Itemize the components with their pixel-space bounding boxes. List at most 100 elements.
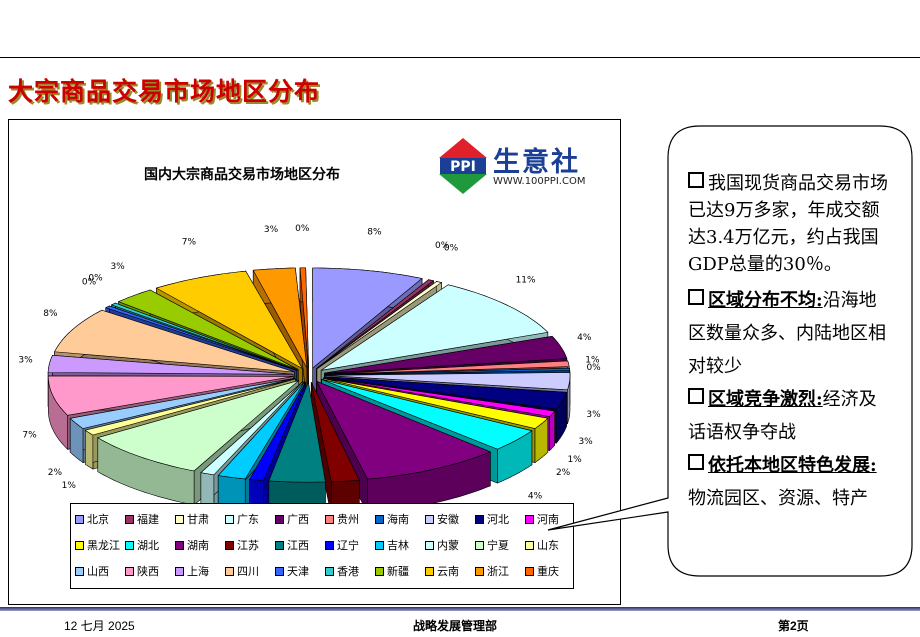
- pie-data-label: 1%: [62, 481, 77, 491]
- pie-data-label: 0%: [295, 224, 310, 234]
- legend-label: 河南: [537, 513, 559, 526]
- pie-data-label: 0%: [444, 243, 459, 253]
- top-divider: [0, 57, 920, 58]
- legend-item: 福建: [121, 506, 171, 532]
- legend-item: 新疆: [371, 558, 421, 584]
- legend-item: 宁夏: [471, 532, 521, 558]
- legend-item: 河南: [521, 506, 571, 532]
- legend-swatch: [475, 566, 484, 576]
- legend-swatch: [125, 514, 134, 524]
- legend-label: 宁夏: [487, 539, 509, 552]
- legend-item: 重庆: [521, 558, 571, 584]
- pie-data-label: 8%: [367, 228, 382, 238]
- legend-item: 湖北: [121, 532, 171, 558]
- pie-data-label: 0%: [586, 363, 601, 373]
- chart-panel: 国内大宗商品交易市场地区分布 PPI 生意社 WWW.100PPI.COM 8%…: [8, 119, 621, 605]
- legend-item: 湖南: [171, 532, 221, 558]
- legend-item: 四川: [221, 558, 271, 584]
- pie-data-label: 3%: [264, 225, 279, 235]
- legend-label: 广东: [237, 513, 259, 526]
- legend-label: 吉林: [387, 539, 409, 552]
- legend-label: 云南: [437, 565, 459, 578]
- pie-data-label: 7%: [182, 238, 197, 248]
- legend-item: 上海: [171, 558, 221, 584]
- legend-swatch: [425, 514, 434, 524]
- legend-label: 内蒙: [437, 539, 459, 552]
- pie-data-label: 3%: [586, 410, 601, 420]
- legend-label: 安徽: [437, 513, 459, 526]
- legend-swatch: [125, 540, 134, 550]
- legend-swatch: [425, 540, 434, 550]
- legend-label: 黑龙江: [87, 539, 120, 552]
- ppi-logo-icon: PPI: [439, 138, 487, 194]
- pie-data-label: 3%: [578, 437, 593, 447]
- chart-legend: 北京 福建 甘肃 广东 广西 贵州 海南 安徽 河北 河南 黑龙江 湖北 湖南 江苏 江西 辽宁 吉林 内蒙 宁夏山…: [70, 503, 574, 589]
- pie-chart: 8%0%0%11%4%1%0%3%3%1%2%4%10%2%4%1%2%1%9%…: [18, 224, 601, 559]
- slide-title: 大宗商品交易市场地区分布: [8, 77, 321, 106]
- legend-item: 北京: [71, 506, 121, 532]
- callout-points: 我国现货商品交易市场已达9万多家，年成交额达3.4万亿元，约占我国GDP总量的3…: [688, 170, 893, 515]
- legend-item: 黑龙江: [71, 532, 121, 558]
- legend-item: 天津: [271, 558, 321, 584]
- legend-item: 江西: [271, 532, 321, 558]
- pie-data-label: 1%: [567, 455, 582, 465]
- pie-data-label: 0%: [82, 277, 97, 287]
- legend-item: 河北: [471, 506, 521, 532]
- legend-swatch: [75, 566, 84, 576]
- footer-date: 12 七月 2025: [64, 619, 135, 633]
- legend-swatch: [525, 540, 534, 550]
- legend-label: 北京: [87, 513, 109, 526]
- legend-swatch: [175, 514, 184, 524]
- pie-data-label: 7%: [22, 431, 37, 441]
- legend-label: 甘肃: [187, 513, 209, 526]
- pie-data-label: 4%: [528, 491, 543, 501]
- logo-mark: PPI: [450, 159, 476, 175]
- legend-label: 海南: [387, 513, 409, 526]
- legend-swatch: [475, 540, 484, 550]
- legend-label: 江西: [287, 539, 309, 552]
- legend-item: 甘肃: [171, 506, 221, 532]
- legend-swatch: [475, 514, 484, 524]
- legend-swatch: [425, 566, 434, 576]
- legend-label: 湖北: [137, 539, 159, 552]
- callout-point-4: 依托本地区特色发展:物流园区、资源、特产: [688, 454, 877, 509]
- pie-data-label: 0%: [88, 274, 103, 284]
- callout-point-1: 我国现货商品交易市场已达9万多家，年成交额达3.4万亿元，约占我国GDP总量的3…: [688, 172, 888, 275]
- legend-label: 山西: [87, 565, 109, 578]
- legend-item: 辽宁: [321, 532, 371, 558]
- legend-label: 香港: [337, 565, 359, 578]
- legend-label: 贵州: [337, 513, 359, 526]
- legend-item: 吉林: [371, 532, 421, 558]
- legend-label: 陕西: [137, 565, 159, 578]
- legend-swatch: [225, 514, 234, 524]
- legend-item: 山东: [521, 532, 571, 558]
- legend-item: 陕西: [121, 558, 171, 584]
- legend-item: 云南: [421, 558, 471, 584]
- checkbox-icon: [688, 172, 704, 188]
- callout-point-3: 区域竞争激烈:经济及话语权争夺战: [688, 388, 877, 443]
- pie-data-label: 3%: [18, 356, 33, 366]
- legend-label: 上海: [187, 565, 209, 578]
- legend-label: 湖南: [187, 539, 209, 552]
- legend-swatch: [275, 566, 284, 576]
- legend-item: 安徽: [421, 506, 471, 532]
- legend-swatch: [75, 540, 84, 550]
- legend-swatch: [525, 514, 534, 524]
- legend-swatch: [375, 514, 384, 524]
- pie-data-label: 0%: [435, 241, 450, 251]
- checkbox-icon: [688, 388, 704, 404]
- legend-item: 香港: [321, 558, 371, 584]
- legend-swatch: [325, 514, 334, 524]
- logo-url: WWW.100PPI.COM: [493, 176, 586, 187]
- checkbox-icon: [688, 289, 704, 305]
- chart-title: 国内大宗商品交易市场地区分布: [144, 167, 340, 183]
- legend-label: 江苏: [237, 539, 259, 552]
- legend-item: 海南: [371, 506, 421, 532]
- footer-divider: [0, 607, 920, 611]
- legend-item: 内蒙: [421, 532, 471, 558]
- legend-label: 重庆: [537, 565, 559, 578]
- legend-label: 四川: [237, 565, 259, 578]
- legend-swatch: [525, 566, 534, 576]
- legend-swatch: [125, 566, 134, 576]
- pie-data-label: 11%: [516, 275, 536, 285]
